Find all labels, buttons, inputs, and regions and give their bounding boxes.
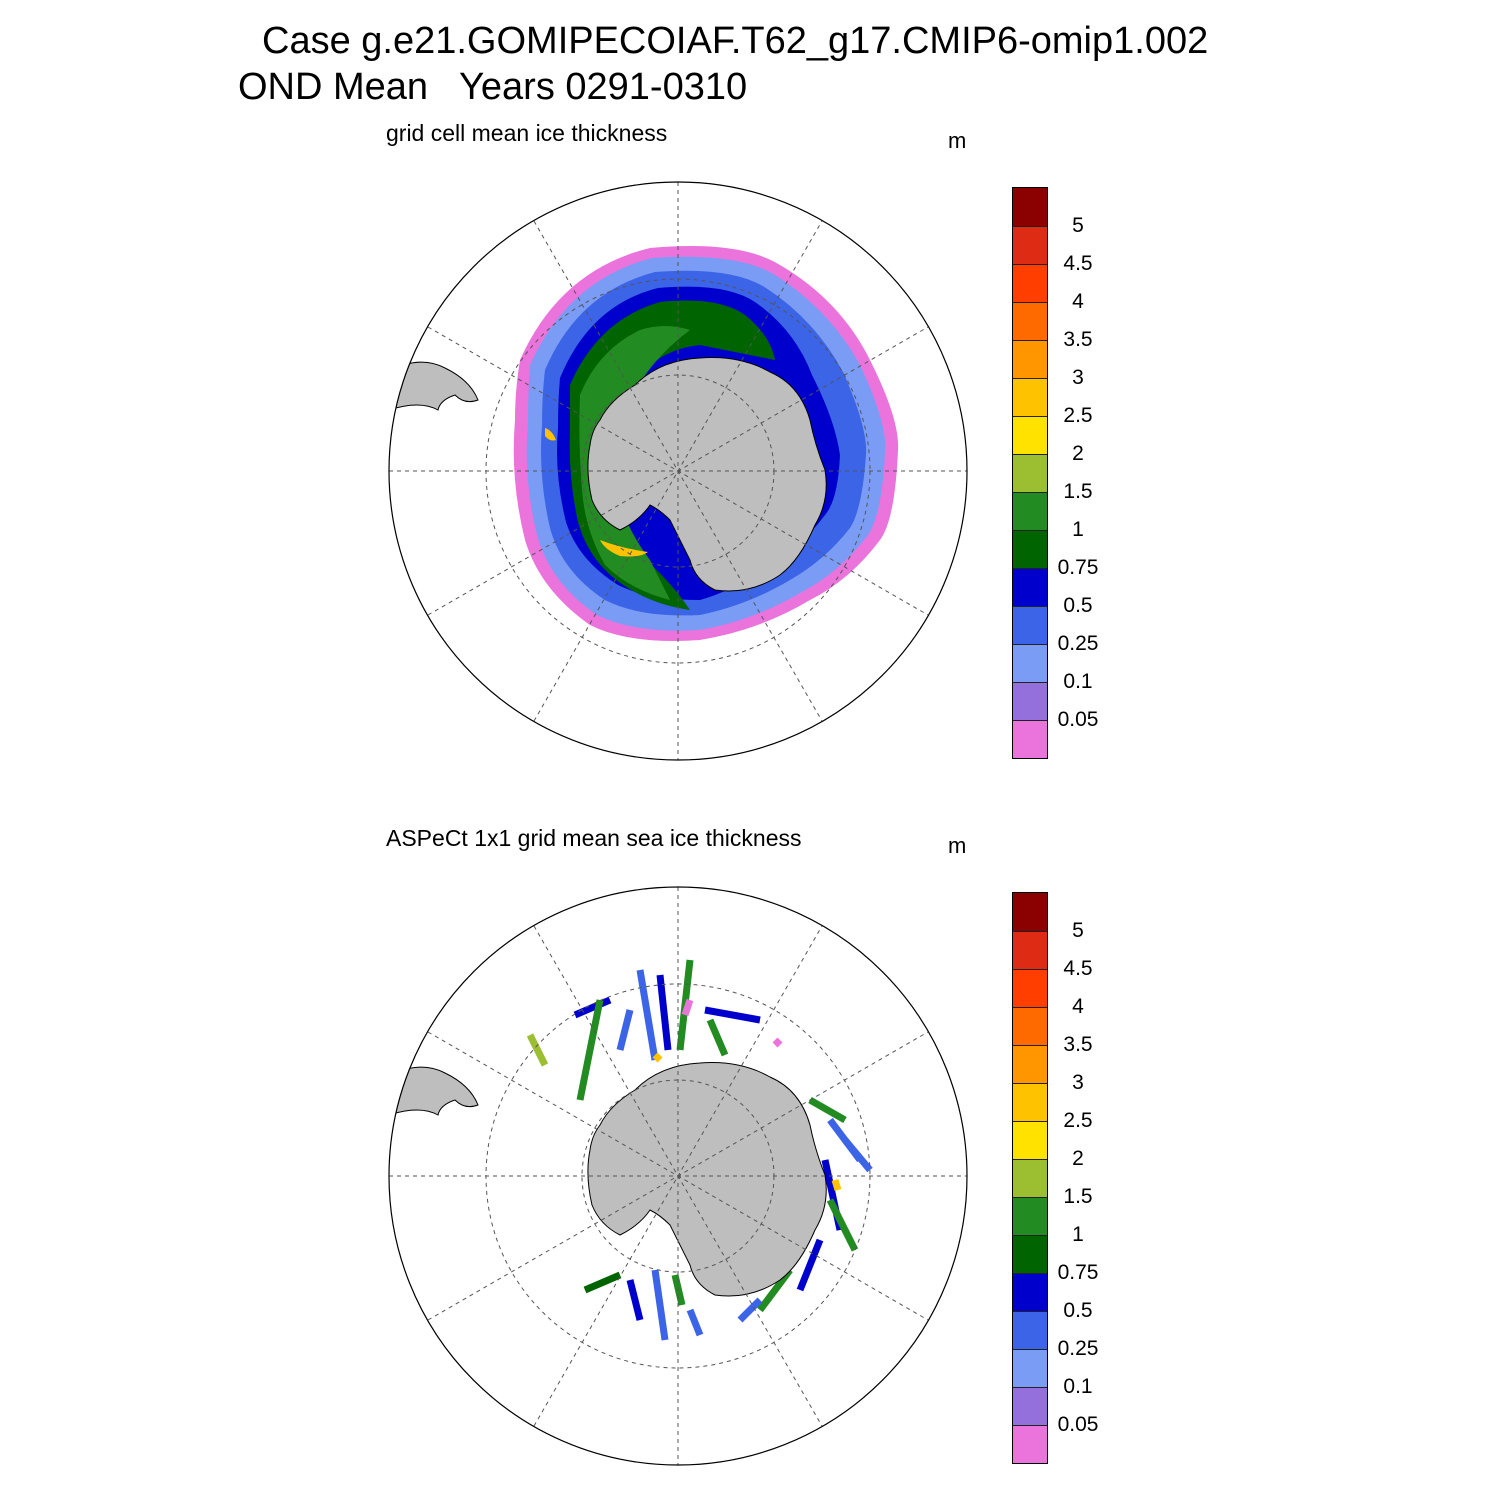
figure-title-period: OND Mean Years 0291-0310 <box>238 66 748 108</box>
colorbar-observations-swatch <box>1013 1387 1047 1425</box>
colorbar-model-tick-label: 0.1 <box>1063 670 1093 693</box>
observation-tracks <box>526 959 873 1341</box>
panel-title-model: grid cell mean ice thickness <box>386 120 668 146</box>
colorbar-observations <box>1012 892 1048 1464</box>
colorbar-observations-tick-label: 2 <box>1072 1147 1084 1170</box>
colorbar-model-swatch <box>1013 188 1047 226</box>
colorbar-model-swatch <box>1013 492 1047 530</box>
colorbar-model-tick-label: 2 <box>1072 442 1084 465</box>
graticule <box>389 182 967 760</box>
colorbar-observations-tick-label: 3.5 <box>1063 1033 1093 1056</box>
figure-title-case: Case g.e21.GOMIPECOIAF.T62_g17.CMIP6-omi… <box>262 20 1209 62</box>
colorbar-observations-tick-label: 0.05 <box>1057 1413 1099 1436</box>
colorbar-observations-swatch <box>1013 1349 1047 1387</box>
colorbar-observations-swatch <box>1013 1083 1047 1121</box>
colorbar-observations-swatch <box>1013 1425 1047 1463</box>
colorbar-model-swatch <box>1013 682 1047 720</box>
colorbar-observations-tick-label: 0.75 <box>1057 1261 1099 1284</box>
south-america-landmass <box>389 1066 479 1116</box>
colorbar-model-swatch <box>1013 340 1047 378</box>
south-america-landmass <box>389 361 479 411</box>
colorbar-observations-swatch <box>1013 1197 1047 1235</box>
colorbar-observations-swatch <box>1013 893 1047 931</box>
colorbar-model-tick-label: 5 <box>1072 214 1084 237</box>
colorbar-observations-swatch <box>1013 1007 1047 1045</box>
colorbar-model-tick-label: 4 <box>1072 290 1084 313</box>
colorbar-model-swatch <box>1013 530 1047 568</box>
map-boundary <box>388 886 968 1466</box>
colorbar-observations-tick-label: 0.5 <box>1063 1299 1093 1322</box>
colorbar-observations-swatch <box>1013 1311 1047 1349</box>
colorbar-model-swatch <box>1013 302 1047 340</box>
antarctica-landmass <box>587 1062 827 1297</box>
colorbar-observations-swatch <box>1013 1273 1047 1311</box>
colorbar-model <box>1012 187 1048 759</box>
colorbar-observations-tick-label: 5 <box>1072 919 1084 942</box>
colorbar-model-swatch <box>1013 720 1047 758</box>
antarctica-landmass <box>587 357 827 592</box>
units-label-observations: m <box>948 833 967 858</box>
graticule <box>389 887 967 1465</box>
colorbar-model-tick-label: 1.5 <box>1063 480 1093 503</box>
colorbar-observations-tick-label: 0.25 <box>1057 1337 1099 1360</box>
colorbar-model-tick-label: 0.25 <box>1057 632 1099 655</box>
panel-title-observations: ASPeCt 1x1 grid mean sea ice thickness <box>386 825 802 851</box>
colorbar-model-tick-label: 0.75 <box>1057 556 1099 579</box>
colorbar-observations-swatch <box>1013 1121 1047 1159</box>
colorbar-model-swatch <box>1013 644 1047 682</box>
colorbar-model-swatch <box>1013 416 1047 454</box>
colorbar-model-tick-label: 3 <box>1072 366 1084 389</box>
colorbar-model-tick-label: 0.5 <box>1063 594 1093 617</box>
colorbar-model-tick-label: 4.5 <box>1063 252 1093 275</box>
colorbar-observations-swatch <box>1013 969 1047 1007</box>
colorbar-observations-tick-label: 2.5 <box>1063 1109 1093 1132</box>
colorbar-model-swatch <box>1013 378 1047 416</box>
colorbar-model-swatch <box>1013 568 1047 606</box>
colorbar-observations-tick-label: 4.5 <box>1063 957 1093 980</box>
colorbar-observations-swatch <box>1013 931 1047 969</box>
colorbar-model-swatch <box>1013 606 1047 644</box>
colorbar-observations-tick-label: 3 <box>1072 1071 1084 1094</box>
model-ice-thickness-map <box>388 181 968 761</box>
colorbar-observations-swatch <box>1013 1045 1047 1083</box>
colorbar-model-tick-label: 2.5 <box>1063 404 1093 427</box>
map-boundary <box>388 181 968 761</box>
units-label-model: m <box>948 128 967 153</box>
colorbar-model-swatch <box>1013 454 1047 492</box>
colorbar-observations-tick-label: 1.5 <box>1063 1185 1093 1208</box>
colorbar-model-swatch <box>1013 264 1047 302</box>
colorbar-observations-tick-label: 0.1 <box>1063 1375 1093 1398</box>
colorbar-observations-tick-label: 1 <box>1072 1223 1084 1246</box>
colorbar-observations-tick-label: 4 <box>1072 995 1084 1018</box>
colorbar-model-tick-label: 1 <box>1072 518 1084 541</box>
colorbar-observations-swatch <box>1013 1235 1047 1273</box>
colorbar-observations-swatch <box>1013 1159 1047 1197</box>
colorbar-model-tick-label: 0.05 <box>1057 708 1099 731</box>
colorbar-model-swatch <box>1013 226 1047 264</box>
colorbar-model-tick-label: 3.5 <box>1063 328 1093 351</box>
ice-zone-1 <box>579 326 690 600</box>
